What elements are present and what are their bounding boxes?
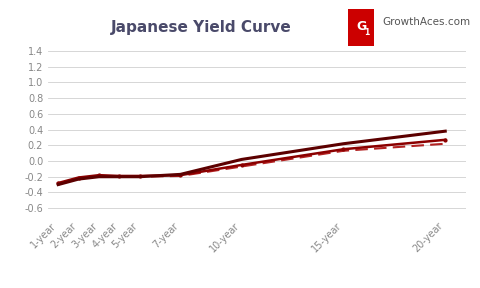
FancyBboxPatch shape <box>347 7 375 47</box>
Text: GrowthAces.com: GrowthAces.com <box>382 17 470 27</box>
Text: Japanese Yield Curve: Japanese Yield Curve <box>111 20 292 35</box>
Text: 1: 1 <box>364 29 370 37</box>
Text: G: G <box>356 20 366 33</box>
